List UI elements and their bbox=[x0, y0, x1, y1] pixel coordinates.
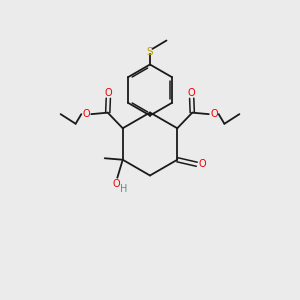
Text: H: H bbox=[120, 184, 128, 194]
Text: O: O bbox=[82, 109, 90, 119]
Text: O: O bbox=[188, 88, 196, 98]
Text: O: O bbox=[112, 179, 120, 189]
Text: O: O bbox=[210, 109, 218, 119]
Text: O: O bbox=[199, 159, 207, 169]
Text: O: O bbox=[104, 88, 112, 98]
Text: S: S bbox=[147, 47, 153, 57]
